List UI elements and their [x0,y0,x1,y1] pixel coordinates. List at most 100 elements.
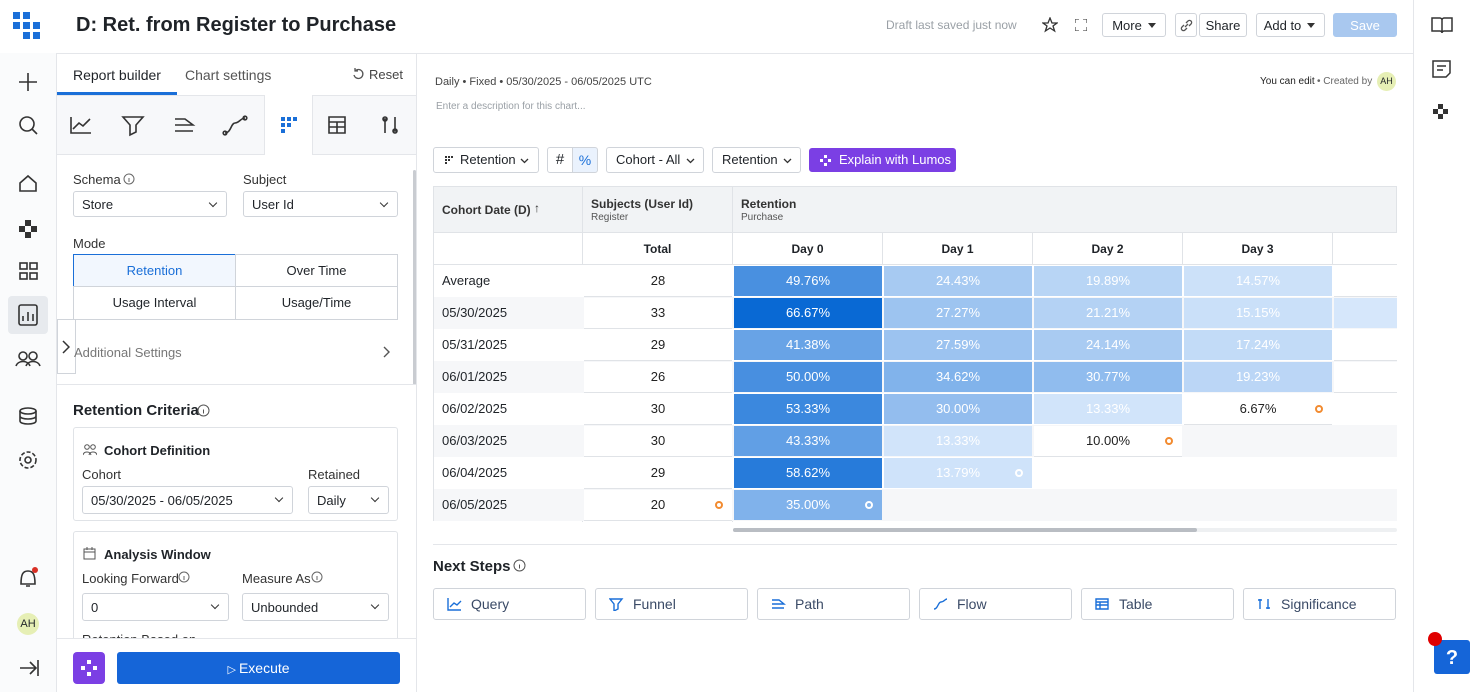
mode-label: Mode [73,236,106,251]
retention-cell[interactable]: 53.33% [734,394,882,424]
retention-cell[interactable]: 13.79% [884,458,1032,488]
step-icon [772,599,786,609]
link-button[interactable] [1175,13,1197,37]
panel-expander[interactable] [57,319,76,374]
number-toggle[interactable]: # [547,147,573,173]
header [0,0,1470,54]
schema-select[interactable]: Store [73,191,227,217]
svg-text:?: ? [1446,647,1458,669]
execute-button[interactable]: ▷ Execute [117,652,400,684]
step-icon [447,598,462,611]
retention-cell[interactable]: 19.89% [1034,266,1182,296]
subheader-cell: D [1333,233,1397,265]
step-icon [1258,599,1270,609]
retention-cell[interactable]: 15.15% [1184,298,1332,328]
more-button[interactable]: More [1102,13,1166,37]
retention-cell[interactable]: 7.0 [1334,362,1397,393]
retention-cell[interactable]: 66.67% [734,298,882,328]
mode-option[interactable]: Usage Interval [73,286,236,320]
share-button[interactable]: Share [1199,13,1247,37]
metric-select[interactable]: Retention [712,147,801,173]
next-step-button[interactable]: Query [433,588,586,620]
next-step-button[interactable]: Flow [919,588,1072,620]
cohort-select[interactable]: 05/30/2025 - 06/05/2025 [82,486,293,514]
measure-as-select[interactable]: Unbounded [242,593,389,621]
retention-cell[interactable]: 50.00% [734,362,882,392]
retention-cell[interactable]: 10. [1334,266,1397,297]
link-icon [1180,19,1193,32]
mode-option[interactable]: Usage/Time [235,286,398,320]
info-icon [197,404,210,417]
retention-cell[interactable]: 10. [1334,330,1397,361]
next-step-button[interactable]: Path [757,588,910,620]
add-to-button[interactable]: Add to [1256,13,1325,37]
retention-cell[interactable]: 43.33% [734,426,882,456]
scroll-thumb[interactable] [733,528,1197,532]
next-step-button[interactable]: Table [1081,588,1234,620]
retention-cell[interactable]: 27.27% [884,298,1032,328]
tab[interactable]: Report builder [73,67,161,83]
grid-icon [445,156,453,164]
retention-cell[interactable]: 6.67% [1184,394,1332,425]
retention-cell[interactable]: 35.00% [734,490,882,520]
retention-cell[interactable]: 13.33% [884,426,1032,456]
fullscreen-icon[interactable] [1075,19,1087,31]
next-step-button[interactable]: Significance [1243,588,1396,620]
view-select[interactable]: Retention [433,147,539,173]
star-icon[interactable] [1042,17,1058,33]
cohort-date: 06/03/2025 [442,433,508,448]
retention-cell[interactable]: 41.38% [734,330,882,360]
lumos-button[interactable]: Explain with Lumos [809,148,956,172]
info-icon [178,571,190,583]
creator-avatar[interactable]: AH [1377,72,1396,91]
description-input[interactable]: Enter a description for this chart... [436,101,586,112]
retention-cell[interactable]: 19.23% [1184,362,1332,392]
retained-select[interactable]: Daily [308,486,389,514]
mode-option[interactable]: Retention [73,254,236,287]
cohort-date: 06/05/2025 [442,497,508,512]
retention-cell[interactable]: 14.57% [1184,266,1332,296]
scrollbar[interactable] [413,170,416,385]
subheader-cell: Day 2 [1033,233,1183,265]
retention-cell[interactable]: 27.59% [884,330,1032,360]
mode-option[interactable]: Over Time [235,254,398,287]
user-avatar[interactable]: AH [20,618,36,630]
nav-icons[interactable] [0,53,56,692]
save-button[interactable]: Save [1333,13,1397,37]
retention-cell[interactable]: 30.77% [1034,362,1182,392]
lumos-button[interactable] [73,652,105,684]
retention-cell[interactable]: 49.76% [734,266,882,296]
right-rail-icons[interactable]: ? [1413,0,1470,692]
tab[interactable]: Chart settings [185,67,272,83]
retention-cell[interactable]: 21.21% [1034,298,1182,328]
lumos-icon [820,155,831,166]
view-label: Retention [460,152,516,167]
next-step-button[interactable]: Funnel [595,588,748,620]
additional-settings[interactable]: Additional Settings [74,345,182,360]
sort-icon[interactable]: ↑ [534,201,540,215]
chevron [520,158,529,164]
builder-panel [57,53,417,692]
retention-cell[interactable]: 10.00% [1034,426,1182,457]
subheader-cell: Day 0 [733,233,883,265]
retention-cell[interactable]: 12 [1334,298,1397,328]
cohort-date: 06/01/2025 [442,369,508,384]
report-title[interactable]: D: Ret. from Register to Purchase [76,14,397,36]
reset-button[interactable]: Reset [369,67,403,82]
cohort-filter[interactable]: Cohort - All [606,147,704,173]
chart-type-icons[interactable] [57,95,416,155]
retention-cell[interactable]: 24.14% [1034,330,1182,360]
retention-cell[interactable]: 30.00% [884,394,1032,424]
subject-select[interactable]: User Id [243,191,398,217]
retention-cell[interactable]: 58.62% [734,458,882,488]
retention-cell[interactable]: 13.33% [1034,394,1182,424]
logo[interactable] [13,12,41,40]
retention-cell[interactable]: 34.62% [884,362,1032,392]
looking-forward-select[interactable]: 0 [82,593,229,621]
retention-cell[interactable]: 24.43% [884,266,1032,296]
divider [57,384,416,385]
retention-cell[interactable]: 17.24% [1184,330,1332,360]
lumos-label: Explain with Lumos [839,152,951,167]
percent-toggle[interactable]: % [572,147,598,173]
total-cell: 26 [584,362,732,393]
